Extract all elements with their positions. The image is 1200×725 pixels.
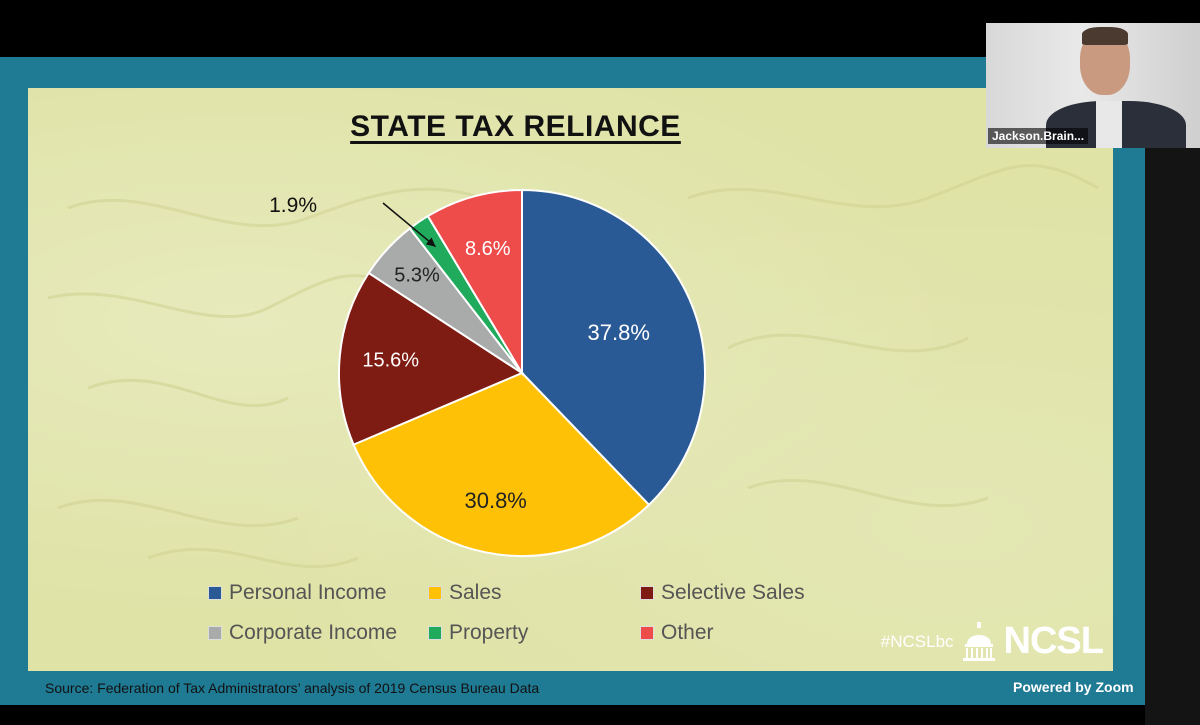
slide-title: STATE TAX RELIANCE [350,110,681,143]
slide-content: STATE TAX RELIANCE 37.8% 30.8% 15.6% 5.3% 1.… [28,88,1113,671]
pie-leader-arrowhead [425,237,436,247]
legend-swatch [208,626,222,640]
background-contours [47,164,1099,569]
pie-slice-personal-income [521,188,706,507]
ncsl-branding: #NCSLbc NCSL [880,620,1104,663]
legend-item-selective-sales: Selective Sales [640,581,805,605]
legend-swatch [640,626,654,640]
participant-shirt [1096,101,1122,148]
pie-data-label: 1.9% [269,194,317,217]
participant-video-tile[interactable]: Jackson.Brain... [986,23,1200,148]
participant-hair [1082,27,1128,45]
legend-label: Corporate Income [229,621,398,644]
pie-chart: 37.8% 30.8% 15.6% 5.3% 1.9% 8.6% [269,188,706,557]
pie-slice-other [426,188,523,377]
chart-legend: Personal Income Sales Selective Sales Co… [208,581,828,651]
participant-name: Jackson.Brain... [988,128,1089,144]
pie-data-label: 8.6% [465,238,511,260]
legend-label: Other [661,621,714,644]
ncsl-logo: NCSL [1003,620,1104,662]
legend-swatch [428,586,442,600]
legend-label: Sales [449,581,502,604]
pie-data-label: 5.3% [394,265,440,287]
legend-item-corporate-income: Corporate Income [208,621,397,645]
pie-slice-selective-sales [338,271,525,446]
pie-data-label: 15.6% [362,350,419,372]
legend-item-property: Property [428,621,528,645]
legend-label: Personal Income [229,581,387,604]
source-note: Source: Federation of Tax Administrators… [45,680,540,696]
pie-leader-line [382,202,437,248]
legend-item-personal-income: Personal Income [208,581,387,605]
legend-item-other: Other [640,621,714,645]
pie-slice-sales [352,371,651,557]
legend-swatch [428,626,442,640]
pie-data-label: 37.8% [588,320,650,345]
legend-label: Property [449,621,529,644]
capitol-dome-icon [962,621,995,661]
hashtag: #NCSLbc [880,631,954,651]
screen-edge [1145,148,1200,725]
legend-swatch [208,586,222,600]
powered-by-zoom: Powered by Zoom [1013,679,1134,695]
legend-item-sales: Sales [428,581,502,605]
legend-label: Selective Sales [661,581,805,604]
pie-data-label: 30.8% [464,488,526,513]
legend-swatch [640,586,654,600]
